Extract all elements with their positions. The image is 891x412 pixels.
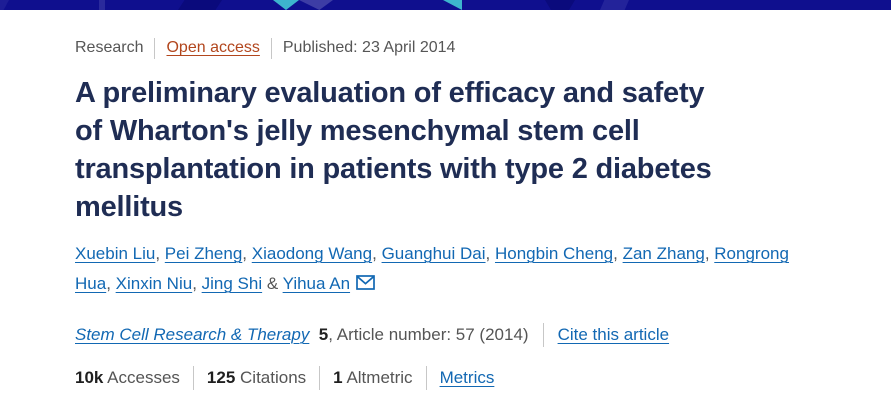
title-line: A preliminary evaluation of efficacy and… [75,77,705,109]
top-banner [0,0,891,10]
author-separator: , [372,244,382,263]
accesses-value: 10k [75,368,104,387]
author-separator: , [242,244,252,263]
banner-pattern-shape [178,0,222,10]
altmetric-value: 1 [333,368,343,387]
author-list: Xuebin Liu, Pei Zheng, Xiaodong Wang, Gu… [75,239,816,299]
banner-pattern-shape [443,0,462,10]
envelope-icon[interactable] [356,274,375,293]
journal-citation-row: Stem Cell Research & Therapy 5, Article … [75,323,816,347]
author-link[interactable]: Yihua An [282,274,351,293]
author-link[interactable]: Zan Zhang [622,244,705,263]
article-meta-row: Research Open access Published: 23 April… [75,37,816,59]
banner-pattern-shape [0,0,9,10]
divider [319,366,321,390]
author-separator: , [155,244,165,263]
author-separator: , [704,244,715,263]
divider [192,366,194,390]
author-link[interactable]: Xinxin Niu [115,274,193,293]
citations-label: Citations [240,368,307,387]
citation-text: Stem Cell Research & Therapy 5, Article … [75,325,529,345]
citations-value: 125 [206,368,236,387]
title-line: transplantation in patients with type 2 … [75,153,712,185]
article-type-label: Research [75,39,144,56]
banner-pattern-shape [545,0,575,10]
author-separator: , [485,244,495,263]
author-separator: , [613,244,623,263]
cite-this-article-link[interactable]: Cite this article [557,325,670,344]
journal-volume: 5 [318,325,329,344]
author-link[interactable]: Xiaodong Wang [251,244,373,263]
article-header: Research Open access Published: 23 April… [0,10,891,391]
divider [425,366,427,390]
author-link[interactable]: Hongbin Cheng [494,244,614,263]
divider [154,37,156,59]
published-date: Published: 23 April 2014 [282,39,456,56]
author-separator: , [106,274,116,293]
altmetric-label: Altmetric [346,368,413,387]
banner-pattern-shape [99,0,105,10]
citations-metric: 125 Citations [207,368,306,388]
divider [542,323,544,347]
title-line: of Wharton's jelly mesenchymal stem cell [75,115,640,147]
open-access-link[interactable]: Open access [166,39,260,56]
author-link[interactable]: Xuebin Liu [75,244,156,263]
journal-link[interactable]: Stem Cell Research & Therapy [75,325,310,344]
author-separator: & [262,274,283,293]
article-number: , Article number: 57 (2014) [328,325,529,344]
article-title: A preliminary evaluation of efficacy and… [75,74,816,226]
banner-pattern-shape [600,0,629,10]
banner-pattern-shape [299,0,333,10]
page: Research Open access Published: 23 April… [0,0,891,391]
metrics-row: 10k Accesses 125 Citations 1 Altmetric M… [75,365,816,391]
author-separator: , [192,274,202,293]
author-link[interactable]: Jing Shi [201,274,263,293]
banner-pattern-shape [273,0,299,10]
title-line: mellitus [75,191,183,223]
author-link[interactable]: Pei Zheng [164,244,243,263]
divider [270,37,272,59]
author-link[interactable]: Rongrong Hua [75,244,789,293]
altmetric-metric: 1 Altmetric [333,368,412,388]
metrics-link[interactable]: Metrics [439,368,495,387]
accesses-label: Accesses [107,368,180,387]
accesses-metric: 10k Accesses [75,368,180,388]
author-link[interactable]: Guanghui Dai [381,244,486,263]
